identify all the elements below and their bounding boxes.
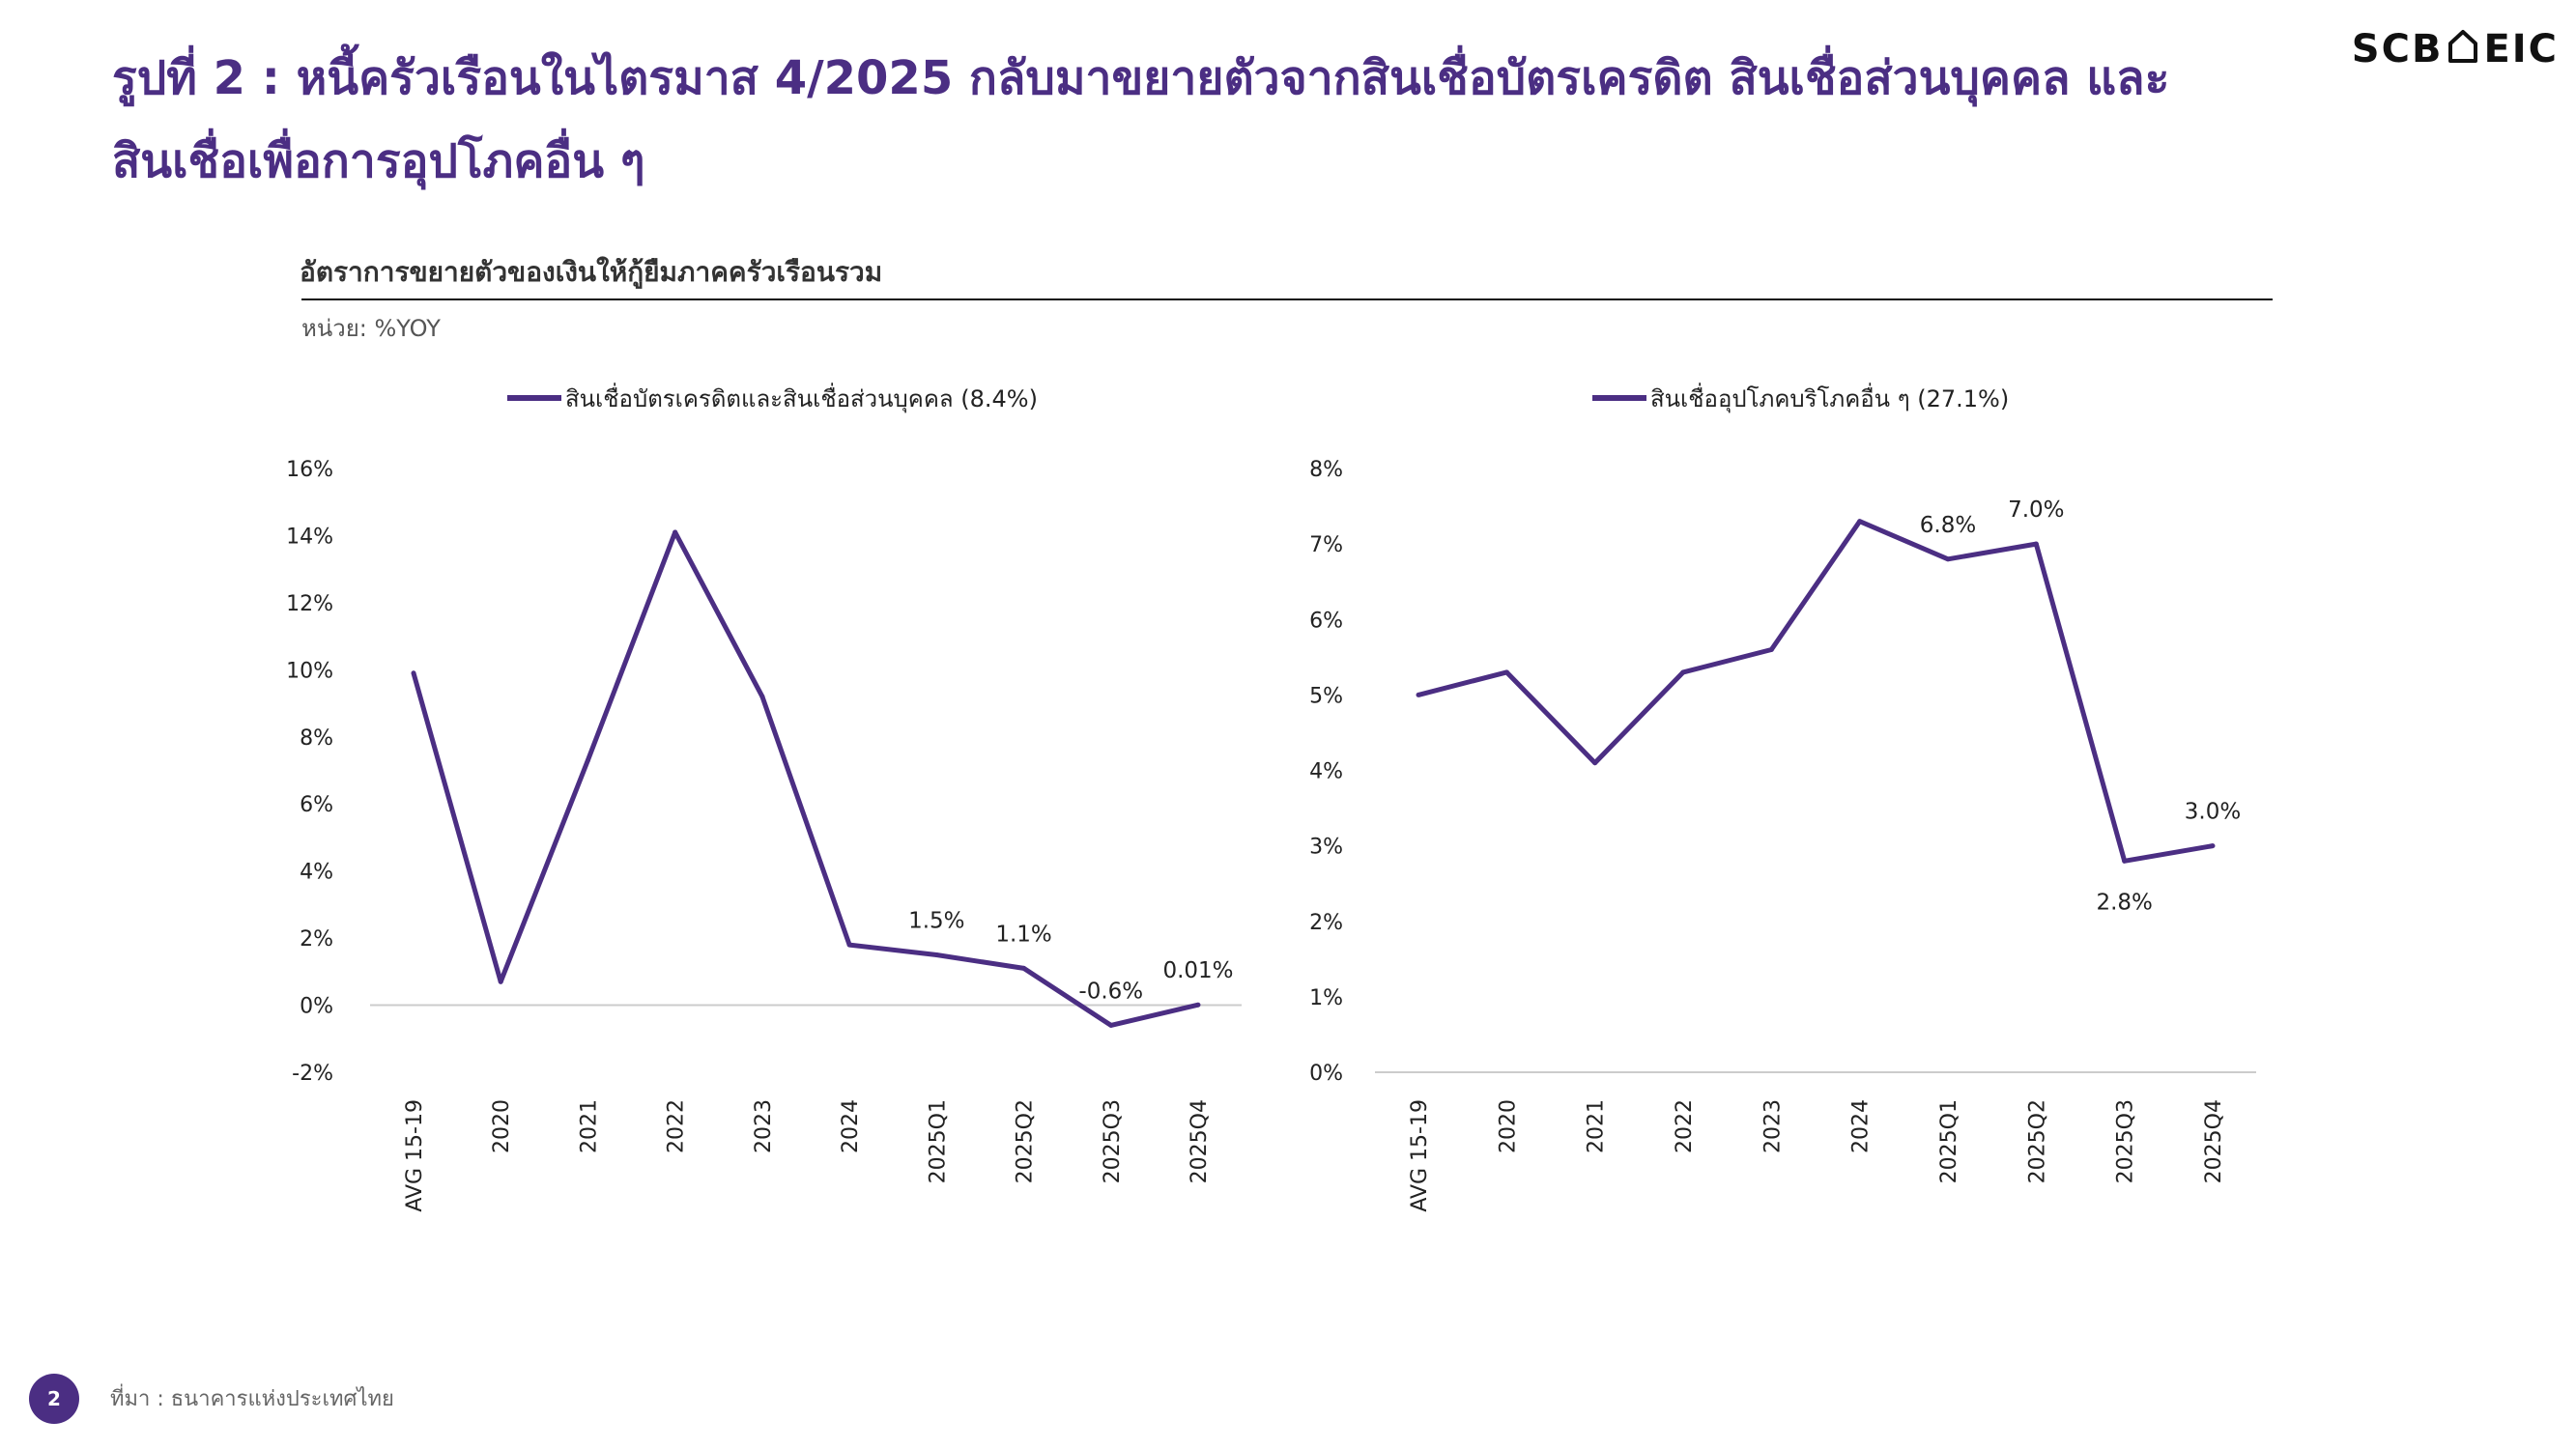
y-tick-label: 2%	[1309, 911, 1343, 935]
chart-heading: อัตราการขยายตัวของเงินให้กู้ยืมภาคครัวเร…	[300, 256, 883, 288]
data-point	[585, 757, 590, 763]
data-point	[1195, 1002, 1201, 1008]
y-tick-label: 0%	[1309, 1062, 1343, 1086]
y-tick-label: 8%	[300, 726, 333, 751]
data-label: 3.0%	[2185, 800, 2241, 825]
legend-label: สินเชื่อบัตรเครดิตและสินเชื่อส่วนบุคคล (…	[565, 383, 1038, 413]
data-label: 7.0%	[2008, 497, 2064, 523]
x-tick-label: 2025Q3	[1101, 1099, 1125, 1183]
data-point	[2122, 858, 2128, 864]
x-tick-label: 2025Q1	[1937, 1099, 1961, 1183]
x-tick-label: 2025Q1	[926, 1099, 950, 1183]
x-tick-label: 2021	[577, 1099, 601, 1153]
data-label: 0.01%	[1162, 958, 1233, 983]
data-point	[1680, 669, 1686, 675]
y-tick-label: 16%	[286, 458, 333, 482]
scb-eic-logo: SCB EIC	[2352, 27, 2559, 74]
y-tick-label: 1%	[1309, 986, 1343, 1010]
data-point	[1108, 1022, 1114, 1028]
x-tick-label: 2023	[1760, 1099, 1785, 1153]
data-point	[2210, 843, 2216, 849]
page-number-badge: 2	[29, 1374, 79, 1424]
y-tick-label: 4%	[1309, 760, 1343, 784]
x-tick-label: 2022	[1673, 1099, 1697, 1153]
y-tick-label: 2%	[300, 927, 333, 952]
x-tick-label: 2024	[839, 1099, 863, 1153]
x-tick-label: 2025Q2	[1014, 1099, 1038, 1183]
data-label: 2.8%	[2096, 890, 2152, 915]
series-line	[1417, 519, 2214, 864]
data-point	[1857, 519, 1863, 525]
x-tick-label: 2022	[665, 1099, 689, 1153]
data-point	[1021, 965, 1027, 971]
logo-left-text: SCB	[2351, 27, 2444, 71]
data-point	[1416, 692, 1421, 697]
legend-label: สินเชื่ออุปโภคบริโภคอื่น ๆ (27.1%)	[1650, 383, 2009, 413]
y-tick-label: 4%	[300, 861, 333, 885]
x-tick-label: AVG 15-19	[403, 1099, 427, 1212]
data-label: 1.1%	[995, 922, 1051, 947]
y-tick-label: 5%	[1309, 684, 1343, 708]
x-tick-label: 2024	[1849, 1099, 1874, 1153]
house-icon	[2447, 28, 2479, 74]
data-point	[1768, 647, 1774, 652]
x-tick-label: 2025Q2	[2025, 1099, 2049, 1183]
y-tick-label: 0%	[300, 995, 333, 1019]
x-tick-label: AVG 15-19	[1408, 1099, 1432, 1212]
heading-divider	[301, 298, 2273, 300]
data-label: 1.5%	[908, 908, 964, 933]
data-point	[411, 670, 416, 676]
data-point	[759, 694, 765, 699]
data-point	[2033, 541, 2039, 547]
x-tick-label: 2021	[1585, 1099, 1609, 1153]
y-tick-label: -2%	[292, 1062, 333, 1086]
y-tick-label: 12%	[286, 592, 333, 616]
data-point	[846, 942, 852, 948]
y-tick-label: 10%	[286, 659, 333, 683]
data-point	[933, 952, 939, 957]
data-point	[1592, 760, 1598, 766]
x-tick-label: 2025Q3	[2114, 1099, 2138, 1183]
y-tick-label: 8%	[1309, 458, 1343, 482]
x-tick-label: 2025Q4	[1188, 1099, 1212, 1183]
unit-label: หน่วย: %YOY	[301, 315, 441, 342]
data-label: 6.8%	[1920, 513, 1976, 538]
data-point	[1503, 669, 1509, 675]
data-point	[1945, 556, 1951, 562]
y-tick-label: 3%	[1309, 836, 1343, 860]
y-tick-label: 6%	[300, 793, 333, 817]
x-tick-label: 2023	[752, 1099, 776, 1153]
y-tick-label: 14%	[286, 525, 333, 549]
y-tick-label: 6%	[1309, 609, 1343, 633]
series-line	[411, 529, 1199, 1028]
y-tick-label: 7%	[1309, 533, 1343, 557]
x-tick-label: 2020	[1496, 1099, 1520, 1153]
data-label: -0.6%	[1078, 979, 1143, 1004]
data-point	[498, 979, 503, 984]
data-point	[673, 529, 678, 535]
page-title: รูปที่ 2 : หนี้ครัวเรือนในไตรมาส 4/2025 …	[112, 51, 2170, 188]
x-tick-label: 2025Q4	[2202, 1099, 2226, 1183]
logo-right-text: EIC	[2483, 27, 2559, 71]
x-tick-label: 2020	[490, 1099, 514, 1153]
source-note: ที่มา : ธนาคารแห่งประเทศไทย	[110, 1387, 394, 1411]
